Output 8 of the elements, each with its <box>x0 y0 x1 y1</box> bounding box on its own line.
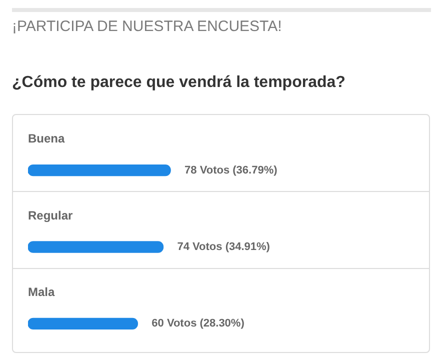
chart-subtitle: ¿Cómo te parece que vendrá la temporada? <box>12 74 346 92</box>
y-tick-label: Regular <box>28 208 74 222</box>
data-label: 60 Votos (28.30%) <box>152 318 245 330</box>
data-label: 74 Votos (34.91%) <box>177 241 270 254</box>
data-label: 78 Votos (36.79%) <box>184 164 278 176</box>
y-tick-label: Buena <box>28 132 65 146</box>
chart-title: ¡PARTICIPA DE NUESTRA ENCUESTA! <box>12 8 431 35</box>
y-tick-label: Mala <box>28 284 56 299</box>
